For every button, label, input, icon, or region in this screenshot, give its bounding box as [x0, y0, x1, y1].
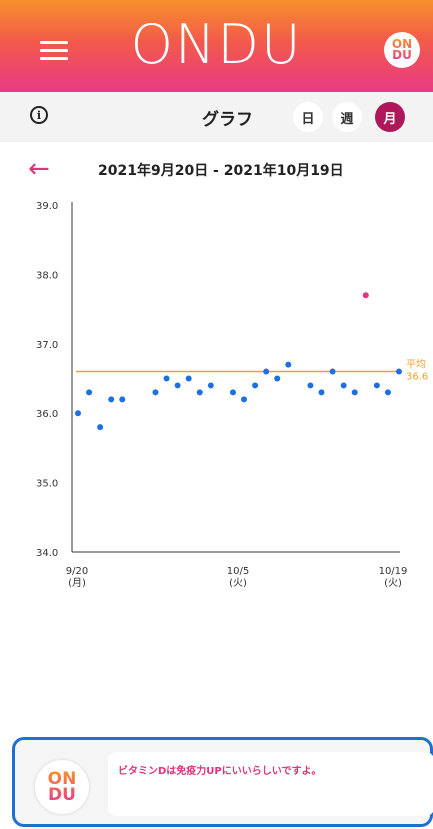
back-arrow-icon[interactable]: ← [28, 154, 50, 184]
data-point [241, 396, 248, 403]
date-range-label: 2021年9月20日 - 2021年10月19日 [98, 163, 344, 179]
x-tick-label: 10/19 [379, 566, 408, 577]
data-point [318, 389, 325, 396]
y-tick-label: 34.0 [36, 548, 58, 559]
data-point [86, 389, 93, 396]
data-point [252, 382, 259, 389]
data-point [97, 424, 104, 431]
data-point [174, 382, 181, 389]
y-tick-label: 37.0 [36, 340, 58, 351]
hamburger-menu-icon[interactable] [38, 36, 74, 64]
x-tick-label: 9/20 [66, 566, 88, 577]
temperature-chart: 39.038.037.036.035.034.09/20(月)10/5(火)10… [36, 201, 428, 589]
message-text: ビタミンDは免疫力UPにいいらしいですよ。 [118, 766, 322, 777]
graph-toolbar: i グラフ 日 週 月 [0, 92, 433, 142]
message-bubble: ビタミンDは免疫力UPにいいらしいですよ。 [108, 752, 433, 816]
data-point [396, 368, 402, 375]
data-point [373, 382, 380, 389]
x-tick-weekday-label: (月) [68, 577, 86, 589]
avatar-logo-bottom: DU [48, 785, 76, 805]
data-point [351, 389, 358, 396]
data-point [119, 396, 126, 403]
app-logo: ONDU [130, 13, 303, 76]
data-point [207, 382, 214, 389]
profile-logo-button[interactable]: ON DU [384, 32, 420, 68]
y-tick-label: 39.0 [36, 201, 58, 212]
data-point [340, 382, 347, 389]
y-tick-label: 38.0 [36, 270, 58, 281]
data-point [384, 389, 391, 396]
data-point [152, 389, 159, 396]
app-header: ONDU ON DU [0, 0, 433, 92]
x-tick-weekday-label: (火) [384, 577, 402, 589]
page-title: グラフ [202, 110, 253, 130]
average-label: 平均 [406, 359, 426, 371]
data-point [274, 375, 281, 382]
data-point [108, 396, 115, 403]
message-panel: ON DU ビタミンDは免疫力UPにいいらしいですよ。 [12, 737, 433, 827]
data-point [285, 361, 292, 368]
period-week-button[interactable]: 週 [332, 102, 362, 132]
average-value-label: 36.6 [406, 372, 428, 383]
data-point [229, 389, 236, 396]
outlier-point [362, 292, 369, 299]
data-point [307, 382, 314, 389]
data-point [196, 389, 203, 396]
info-icon[interactable]: i [30, 106, 48, 124]
mini-logo: ON DU [392, 39, 412, 61]
x-tick-label: 10/5 [227, 566, 249, 577]
assistant-avatar: ON DU [35, 760, 89, 814]
data-point [329, 368, 336, 375]
period-day-button[interactable]: 日 [293, 102, 323, 132]
y-tick-label: 35.0 [36, 479, 58, 490]
avatar-logo: ON DU [48, 771, 77, 803]
y-tick-label: 36.0 [36, 409, 58, 420]
period-month-button[interactable]: 月 [375, 102, 405, 132]
data-point [75, 410, 81, 417]
data-point [263, 368, 270, 375]
mini-logo-bottom: DU [392, 48, 412, 62]
data-point [185, 375, 192, 382]
data-point [163, 375, 170, 382]
x-tick-weekday-label: (火) [229, 577, 247, 589]
